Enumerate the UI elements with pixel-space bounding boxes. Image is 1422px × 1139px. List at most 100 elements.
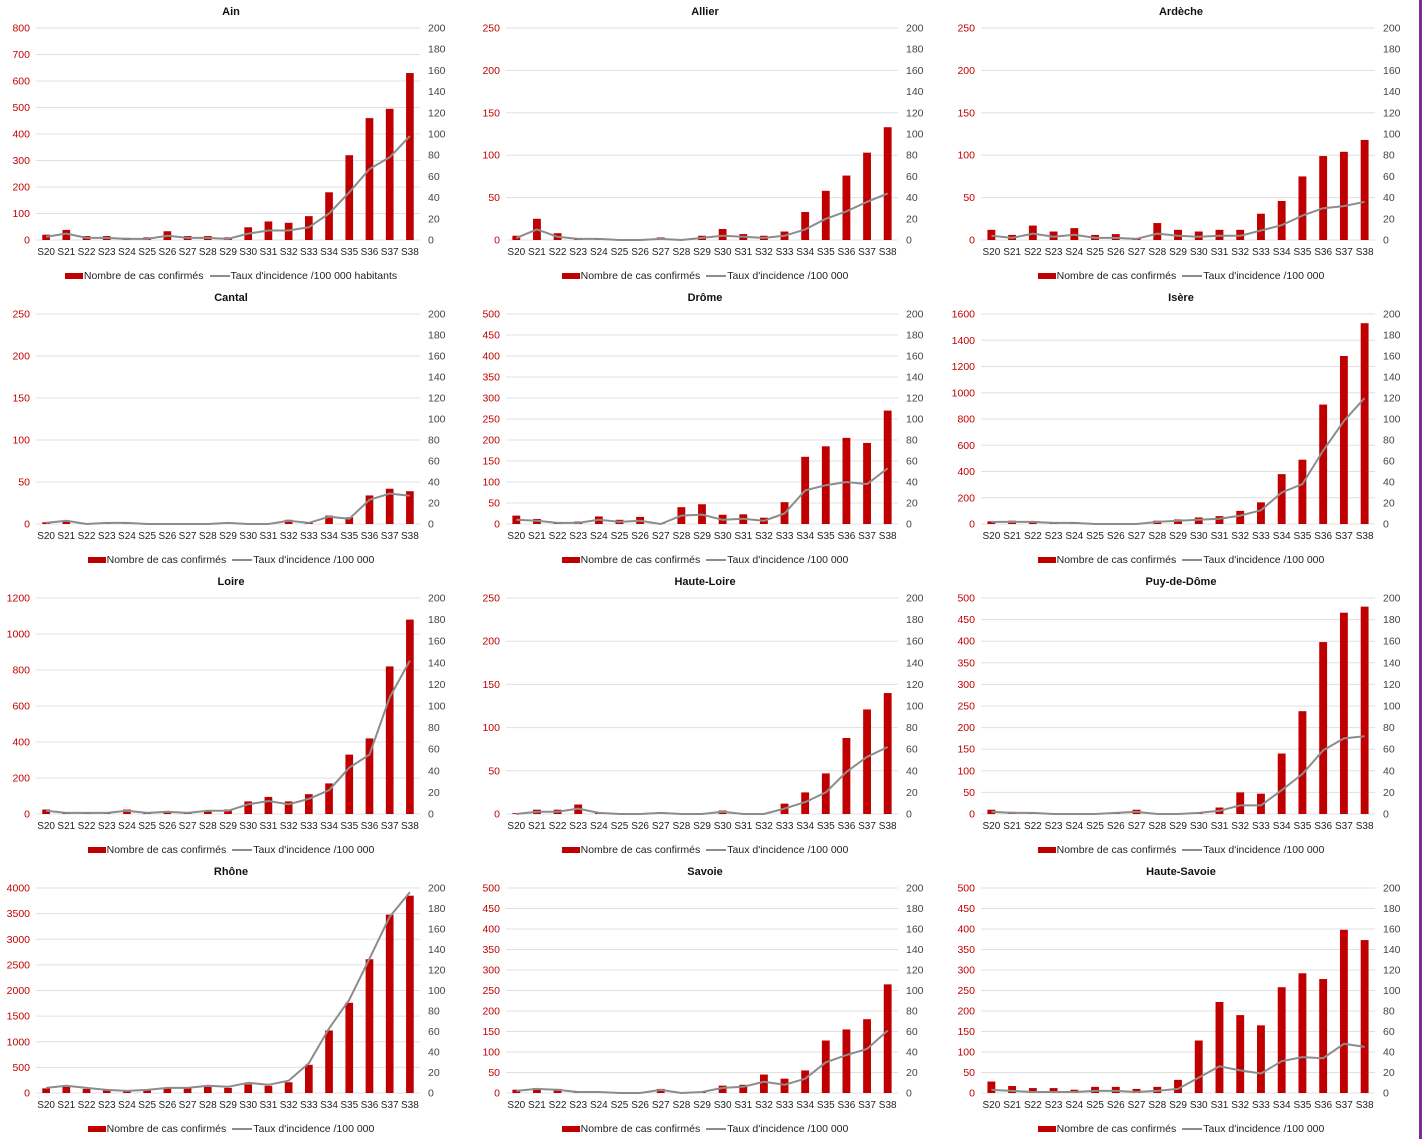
left-axis-tick-label: 0 xyxy=(494,1088,500,1100)
chart-title: Haute-Loire xyxy=(674,576,736,588)
chart-svg: 0 50 100 150 200 250 0 20 40 60 80 100 120 140 160 180 2… xyxy=(12,309,445,543)
x-tick-label: S34 xyxy=(1273,821,1291,832)
x-tick-label: S33 xyxy=(300,247,318,258)
chart-legend: Nombre de cas confirmés Taux d'incidence … xyxy=(470,270,940,282)
x-tick-label: S28 xyxy=(199,247,217,258)
chart-panel: 0 50 100 150 200 250 300 350 400 450 500 0 20 40 60 80 1… xyxy=(470,286,940,570)
x-tick-label: S24 xyxy=(1065,247,1083,258)
right-axis-tick-label: 120 xyxy=(428,679,446,691)
right-axis-tick-label: 180 xyxy=(906,44,924,56)
x-tick-label: S33 xyxy=(776,247,794,258)
chart-legend: Nombre de cas confirmés Taux d'incidence … xyxy=(945,554,1417,566)
x-tick-label: S35 xyxy=(340,247,358,258)
bar-cases-S37 xyxy=(385,108,394,240)
left-axis-tick-label: 800 xyxy=(957,414,975,426)
chart-title: Ain xyxy=(222,6,240,18)
bar-cases-S36 xyxy=(365,495,374,524)
line-incidence-rate xyxy=(45,492,411,525)
chart-panel: 0 200 400 600 800 1000 1200 1400 1600 0 20 40 60 80 10… xyxy=(945,286,1417,570)
x-tick-label: S37 xyxy=(381,531,399,542)
chart-title: Savoie xyxy=(687,866,723,878)
right-axis-tick-label: 60 xyxy=(906,1026,918,1038)
x-tick-label: S29 xyxy=(693,247,711,258)
chart-panel: 0 50 100 150 200 250 0 20 40 60 80 100 120 140 160 180 2… xyxy=(0,286,462,570)
chart-legend: Nombre de cas confirmés Taux d'incidence … xyxy=(470,1123,940,1135)
right-axis-tick-label: 100 xyxy=(906,414,924,426)
x-tick-label: S28 xyxy=(1148,247,1166,258)
x-tick-label: S22 xyxy=(78,531,96,542)
bar-cases-S34 xyxy=(801,792,810,814)
left-axis-tick-label: 3500 xyxy=(7,908,31,920)
x-tick-label: S31 xyxy=(260,821,278,832)
right-axis-tick-label: 20 xyxy=(428,498,440,510)
right-axis-tick-label: 160 xyxy=(906,65,924,77)
legend-bar-swatch xyxy=(1037,557,1056,564)
chart-svg: 0 50 100 150 200 250 300 350 400 450 500 0 20 40 60 80 1… xyxy=(482,309,924,543)
left-axis-tick-label: 150 xyxy=(482,107,500,119)
x-tick-label: S36 xyxy=(361,247,379,258)
x-tick-label: S20 xyxy=(507,821,525,832)
legend-bar-label: Nombre de cas confirmés xyxy=(1056,844,1177,856)
right-axis-tick-label: 40 xyxy=(906,477,918,489)
x-tick-label: S23 xyxy=(1045,1100,1063,1111)
bar-cases-S30 xyxy=(1194,1040,1203,1093)
x-tick-label: S24 xyxy=(1065,531,1083,542)
left-axis-tick-label: 600 xyxy=(12,76,30,88)
right-axis-tick-label: 160 xyxy=(1383,65,1401,77)
x-tick-label: S27 xyxy=(652,247,670,258)
chart-legend: Nombre de cas confirmés Taux d'incidence … xyxy=(945,270,1417,282)
bar-cases-S35 xyxy=(1298,711,1307,814)
x-tick-label: S34 xyxy=(796,247,814,258)
left-axis-tick-label: 0 xyxy=(494,809,500,821)
right-axis-tick-label: 160 xyxy=(1383,636,1401,648)
right-axis-tick-label: 120 xyxy=(906,107,924,119)
chart-title: Allier xyxy=(691,6,719,18)
bar-cases-S34 xyxy=(325,1030,333,1093)
bar-cases-S38 xyxy=(1360,323,1369,524)
x-tick-label: S30 xyxy=(1190,821,1208,832)
right-axis-tick-label: 80 xyxy=(1383,150,1395,162)
x-tick-label: S34 xyxy=(1273,531,1291,542)
x-tick-label: S28 xyxy=(1148,821,1166,832)
x-tick-label: S26 xyxy=(1107,247,1125,258)
x-tick-label: S30 xyxy=(239,821,257,832)
right-axis-tick-label: 160 xyxy=(906,924,924,936)
left-axis-tick-label: 250 xyxy=(482,985,500,997)
legend-line-label: Taux d'incidence /100 000 habitants xyxy=(230,270,398,282)
right-axis-tick-label: 60 xyxy=(906,171,918,183)
x-tick-label: S35 xyxy=(817,531,835,542)
x-tick-label: S37 xyxy=(1335,1100,1353,1111)
right-axis-tick-label: 160 xyxy=(1383,924,1401,936)
bar-cases-S35 xyxy=(345,517,354,524)
right-axis-tick-label: 140 xyxy=(1383,657,1401,669)
legend-line-label: Taux d'incidence /100 000 xyxy=(1203,270,1325,282)
chart-title: Haute-Savoie xyxy=(1146,866,1216,878)
right-axis-tick-label: 20 xyxy=(906,787,918,799)
legend-bar-label: Nombre de cas confirmés xyxy=(1056,1123,1177,1135)
left-axis-tick-label: 1000 xyxy=(7,1036,31,1048)
bar-cases-S23 xyxy=(1049,231,1058,240)
bar-cases-S20 xyxy=(987,521,996,524)
right-axis-tick-label: 20 xyxy=(1383,498,1395,510)
x-tick-label: S21 xyxy=(528,531,546,542)
x-tick-label: S32 xyxy=(1231,821,1249,832)
right-axis-tick-label: 40 xyxy=(906,1047,918,1059)
left-axis-tick-label: 50 xyxy=(963,1067,975,1079)
x-tick-label: S24 xyxy=(118,821,136,832)
x-tick-label: S37 xyxy=(1335,821,1353,832)
x-tick-label: S29 xyxy=(219,1100,237,1111)
right-axis-tick-label: 200 xyxy=(428,883,446,895)
legend-bar-swatch xyxy=(87,1126,106,1133)
chart-svg: 0 50 100 150 200 250 0 20 40 60 80 100 120 140 160 180 2… xyxy=(482,23,924,259)
x-tick-label: S25 xyxy=(611,531,629,542)
right-axis-tick-label: 200 xyxy=(906,309,924,321)
left-axis-tick-label: 500 xyxy=(482,883,500,895)
right-axis-tick-label: 0 xyxy=(1383,1088,1389,1100)
bar-cases-S38 xyxy=(406,491,414,524)
bar-cases-S20 xyxy=(42,234,50,240)
chart-title: Loire xyxy=(217,576,245,588)
left-axis-tick-label: 150 xyxy=(957,107,975,119)
bar-cases-S21 xyxy=(533,1088,541,1093)
right-axis-tick-label: 20 xyxy=(906,213,918,225)
legend-line-swatch xyxy=(706,849,727,852)
